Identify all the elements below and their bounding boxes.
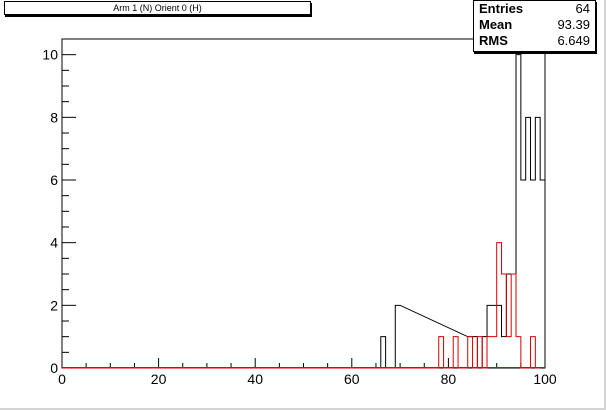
x-tick-label: 0 [58,371,66,387]
series-layer [62,54,546,369]
stats-value: 64 [575,1,590,16]
stats-value: 6.649 [557,33,590,48]
y-tick-label: 6 [50,172,58,188]
y-tick-label: 2 [50,297,58,313]
y-tick-label: 10 [42,47,58,63]
histogram-series-0 [62,54,546,369]
x-tick-label: 100 [533,371,557,387]
plot-frame [61,38,546,369]
y-tick-label: 8 [50,109,58,125]
histogram-title: Arm 1 (N) Orient 0 (H) [4,1,311,15]
stats-row-entries: Entries 64 [479,1,590,17]
histogram-series-1 [62,242,541,369]
x-tick-label: 80 [441,371,457,387]
axis-ticks [61,54,546,369]
y-tick-label: 4 [50,235,58,251]
y-tick-labels: 0 2 4 6 8 10 [42,47,58,376]
stats-label: Entries [479,1,524,16]
x-tick-label: 20 [151,371,167,387]
stats-row-rms: RMS 6.649 [479,33,590,49]
stats-box: Entries 64 Mean 93.39 RMS 6.649 [473,0,596,52]
x-tick-labels: 0 20 40 60 80 100 [58,371,557,387]
y-tick-label: 0 [50,360,58,376]
stats-value: 93.39 [557,17,590,32]
stats-label: RMS [479,33,508,48]
stats-row-mean: Mean 93.39 [479,17,590,33]
x-tick-label: 60 [344,371,360,387]
stats-label: Mean [479,17,513,32]
x-tick-label: 40 [247,371,263,387]
